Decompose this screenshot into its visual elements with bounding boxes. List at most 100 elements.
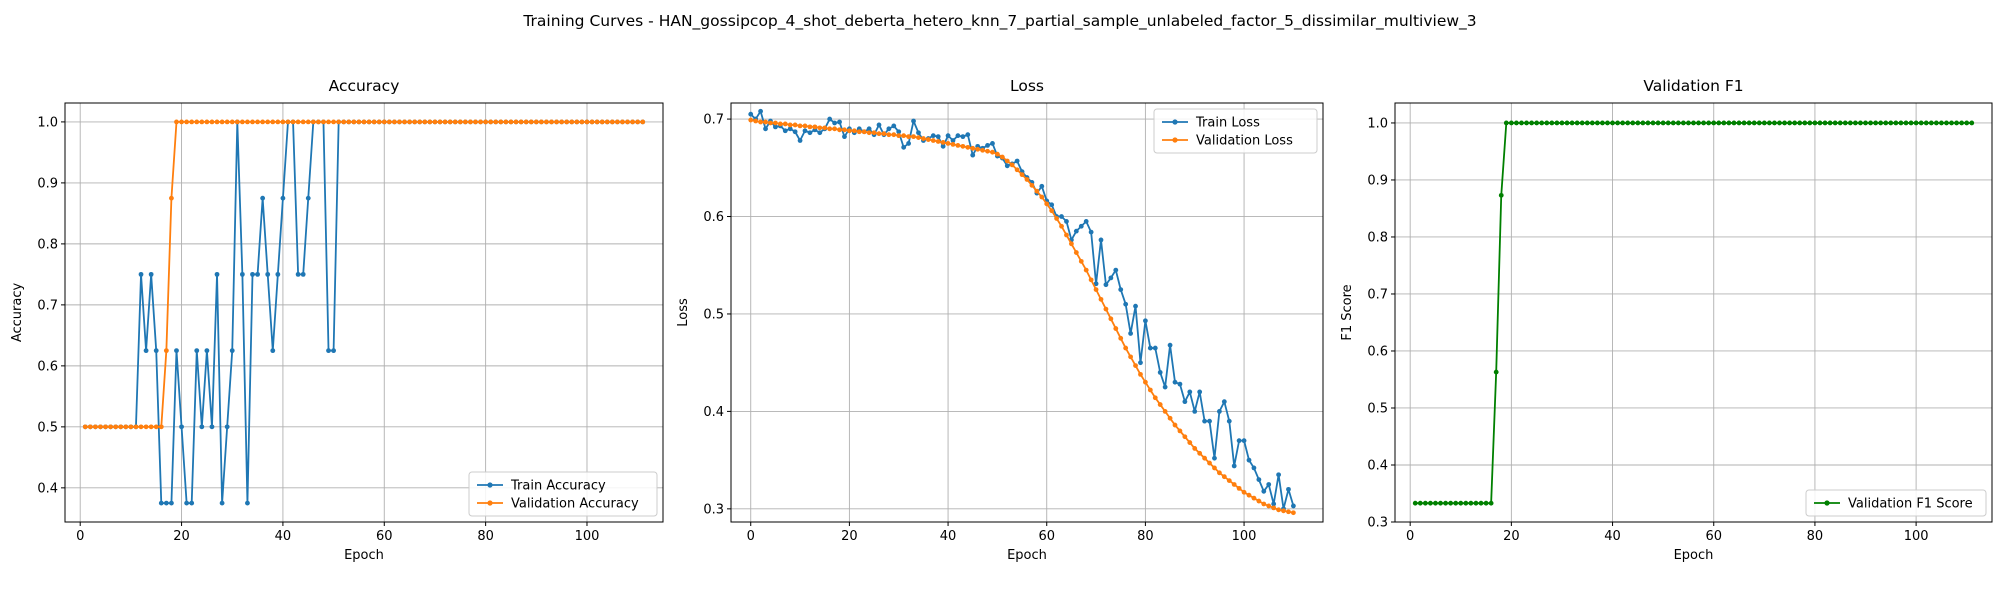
- data-point: [1969, 120, 1975, 126]
- data-point: [503, 119, 509, 125]
- data-point: [1655, 120, 1661, 126]
- legend-swatch-marker: [1172, 119, 1178, 125]
- data-point: [1888, 120, 1894, 126]
- data-point: [1054, 216, 1059, 221]
- data-point: [488, 119, 494, 125]
- data-point: [138, 424, 144, 430]
- x-tick-label: 20: [841, 529, 858, 544]
- data-point: [1236, 485, 1242, 491]
- data-point: [123, 424, 129, 430]
- data-point: [179, 424, 184, 430]
- data-point: [1177, 381, 1183, 387]
- data-point: [1686, 120, 1691, 126]
- data-point: [498, 119, 504, 125]
- data-point: [832, 120, 837, 126]
- data-point: [209, 424, 215, 430]
- data-point: [1574, 120, 1580, 126]
- data-point: [457, 119, 463, 125]
- x-tick-label: 0: [1406, 529, 1414, 544]
- data-point: [148, 271, 154, 277]
- data-point: [1004, 163, 1010, 169]
- data-point: [1463, 500, 1469, 506]
- data-point: [1266, 482, 1272, 487]
- data-point: [763, 119, 768, 125]
- data-point: [270, 119, 276, 125]
- data-point: [886, 132, 892, 138]
- data-point: [1863, 120, 1868, 126]
- data-point: [1212, 465, 1217, 471]
- data-point: [896, 133, 902, 139]
- data-point: [758, 119, 763, 125]
- data-point: [1019, 172, 1025, 178]
- data-point: [1923, 120, 1929, 126]
- data-point: [158, 424, 164, 430]
- data-point: [204, 348, 210, 354]
- data-point: [827, 126, 833, 132]
- data-point: [245, 119, 250, 125]
- data-point: [1014, 158, 1020, 164]
- data-point: [1039, 183, 1045, 189]
- data-point: [386, 119, 392, 125]
- data-point: [1093, 287, 1099, 292]
- data-point: [1933, 120, 1939, 126]
- data-point: [1660, 120, 1666, 126]
- y-tick-label: 0.9: [37, 176, 58, 191]
- data-point: [1448, 500, 1454, 506]
- data-point: [158, 500, 164, 506]
- data-point: [1281, 508, 1286, 514]
- data-point: [640, 119, 646, 125]
- data-point: [1594, 120, 1600, 126]
- data-point: [837, 119, 842, 125]
- data-point: [1721, 120, 1727, 126]
- data-point: [748, 111, 754, 117]
- data-point: [1650, 120, 1656, 126]
- data-point: [881, 131, 887, 137]
- data-point: [787, 126, 793, 132]
- data-point: [609, 119, 615, 125]
- data-point: [229, 348, 235, 354]
- data-point: [1883, 120, 1889, 126]
- data-point: [315, 119, 321, 125]
- legend-box: [468, 471, 658, 517]
- data-point: [239, 119, 245, 125]
- data-point: [1483, 500, 1489, 506]
- data-point: [224, 119, 230, 125]
- data-point: [219, 500, 225, 506]
- data-point: [250, 119, 255, 125]
- data-point: [341, 119, 347, 125]
- data-point: [1802, 120, 1808, 126]
- x-axis-label: Epoch: [344, 548, 384, 563]
- data-point: [1103, 282, 1109, 288]
- data-point: [1128, 331, 1133, 336]
- data-point: [832, 126, 837, 132]
- data-point: [1167, 342, 1173, 348]
- data-point: [1177, 428, 1183, 434]
- data-point: [1600, 120, 1605, 126]
- data-point: [579, 119, 585, 125]
- data-point: [1069, 241, 1074, 247]
- data-point: [1078, 223, 1084, 229]
- data-point: [861, 129, 867, 135]
- chart-panel-2: 0 20 40 60 80 100 0.3 0.4 0.5 0.6 0.7 Loss Epoch Loss…: [676, 77, 1324, 563]
- data-point: [1873, 120, 1879, 126]
- data-point: [911, 118, 916, 124]
- data-point: [1251, 465, 1257, 471]
- data-point: [1787, 120, 1793, 126]
- data-point: [478, 119, 483, 125]
- data-point: [945, 133, 951, 139]
- data-point: [1807, 120, 1813, 126]
- data-point: [1286, 486, 1291, 492]
- data-point: [148, 424, 154, 430]
- data-point: [1123, 301, 1129, 307]
- data-point: [886, 126, 892, 132]
- data-point: [295, 119, 301, 125]
- x-tick-label: 20: [173, 529, 190, 544]
- legend-label: Train Loss: [1195, 116, 1260, 131]
- data-point: [965, 132, 971, 138]
- x-tick-label: 60: [1038, 529, 1055, 544]
- data-point: [1412, 500, 1418, 506]
- data-point: [310, 119, 316, 125]
- data-point: [1014, 167, 1020, 173]
- data-point: [1083, 218, 1089, 224]
